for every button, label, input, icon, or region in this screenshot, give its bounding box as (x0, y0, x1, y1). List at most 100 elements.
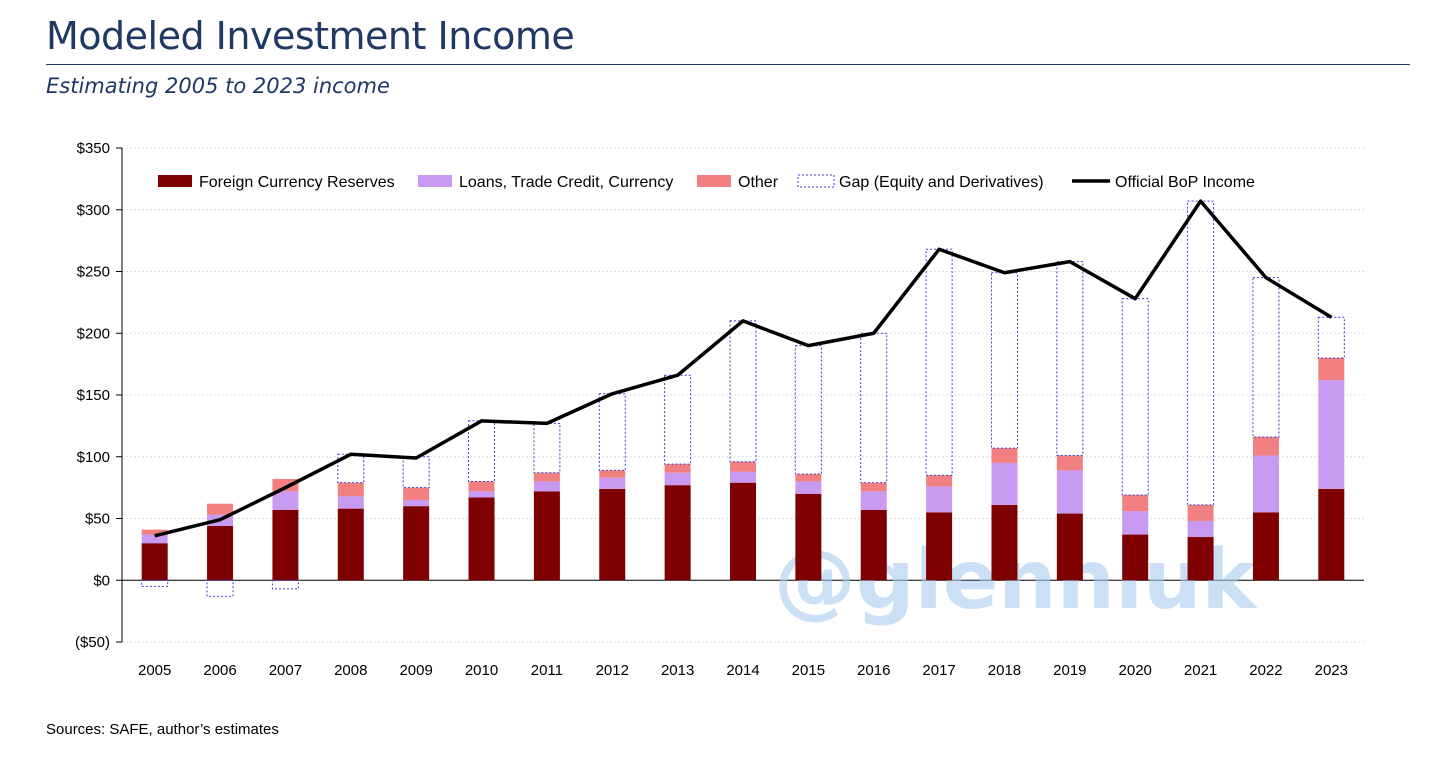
reserves-bar (533, 491, 560, 581)
chart-title: Modeled Investment Income (46, 14, 575, 58)
title-divider (46, 64, 1410, 65)
x-tick-label: 2010 (465, 662, 498, 679)
reserves-bar (1056, 513, 1083, 581)
x-tick-label: 2013 (661, 662, 694, 679)
x-tick-label: 2020 (1119, 662, 1152, 679)
legend-swatch (158, 175, 192, 187)
other-bar (860, 482, 887, 492)
legend-swatch (418, 175, 452, 187)
y-tick-label: ($50) (75, 634, 110, 651)
legend-swatch (797, 174, 835, 188)
reserves-bar (1318, 488, 1345, 581)
y-tick-label: $250 (77, 264, 110, 281)
gap-bar (141, 579, 169, 587)
other-bar (272, 478, 299, 492)
gap-bar (468, 420, 496, 482)
legend-swatch (697, 175, 731, 187)
reserves-bar (468, 497, 495, 581)
gap-bar (206, 579, 234, 597)
gap-bar (860, 332, 888, 484)
loans-bar (1187, 520, 1214, 538)
loans-bar (991, 462, 1018, 505)
other-bar (926, 475, 953, 487)
gap-bar (1187, 200, 1215, 506)
loans-bar (1252, 455, 1279, 513)
gap-bar (1317, 316, 1345, 359)
other-bar (468, 481, 495, 492)
gap-bar (402, 456, 430, 489)
gap-bar (664, 374, 692, 465)
other-bar (599, 470, 626, 478)
reserves-bar (664, 485, 691, 581)
loans-bar (730, 471, 756, 483)
gap-bar (794, 345, 822, 475)
legend-label: Foreign Currency Reserves (199, 174, 395, 191)
other-bar (1318, 357, 1345, 381)
x-tick-label: 2017 (922, 662, 955, 679)
x-tick-label: 2005 (138, 662, 171, 679)
loans-bar (1318, 380, 1345, 489)
reserves-bar (272, 509, 299, 581)
x-tick-label: 2008 (334, 662, 367, 679)
loans-bar (599, 477, 626, 489)
x-tick-label: 2021 (1184, 662, 1217, 679)
y-tick-label: $50 (85, 511, 110, 528)
gap-bar (533, 422, 561, 474)
other-bar (730, 461, 756, 472)
reserves-bar (1122, 534, 1149, 581)
reserves-bar (1252, 512, 1279, 581)
loans-bar (1056, 470, 1083, 514)
reserves-bar (860, 509, 887, 581)
legend-label: Other (738, 174, 779, 191)
loans-bar (403, 499, 430, 507)
gap-bar (271, 579, 299, 590)
chart-subtitle: Estimating 2005 to 2023 income (46, 74, 390, 98)
other-bar (337, 482, 364, 497)
legend-label: Official BoP Income (1115, 174, 1255, 191)
x-tick-label: 2011 (531, 662, 563, 679)
x-tick-label: 2015 (792, 662, 825, 679)
y-tick-label: $200 (77, 325, 110, 342)
reserves-bar (141, 543, 168, 581)
loans-bar (795, 481, 822, 494)
y-tick-label: $350 (77, 140, 110, 157)
loans-bar (337, 496, 364, 509)
x-tick-label: 2014 (726, 662, 759, 679)
reserves-bar (337, 508, 364, 581)
y-tick-label: $100 (77, 449, 110, 466)
legend-label: Loans, Trade Credit, Currency (459, 174, 673, 191)
other-bar (403, 487, 430, 500)
other-bar (207, 503, 234, 515)
loans-bar (860, 491, 887, 510)
reserves-bar (599, 488, 626, 581)
x-tick-label: 2012 (596, 662, 629, 679)
x-tick-label: 2022 (1249, 662, 1282, 679)
x-tick-label: 2019 (1053, 662, 1086, 679)
other-bar (533, 472, 560, 482)
other-bar (1056, 455, 1083, 471)
loans-bar (468, 491, 495, 498)
reserves-bar (730, 482, 756, 581)
reserves-bar (795, 493, 822, 581)
x-tick-label: 2006 (203, 662, 236, 679)
loans-bar (272, 491, 299, 510)
reserves-bar (1187, 537, 1214, 581)
gap-bar (1252, 277, 1280, 438)
gap-bar (990, 272, 1018, 449)
reserves-bar (991, 504, 1018, 581)
reserves-bar (926, 512, 953, 581)
reserves-bar (207, 525, 234, 581)
gap-bar (598, 393, 626, 471)
gap-bar (729, 320, 757, 463)
x-tick-label: 2018 (988, 662, 1021, 679)
y-tick-label: $0 (93, 572, 110, 589)
loans-bar (141, 534, 168, 544)
x-tick-label: 2007 (269, 662, 302, 679)
other-bar (1187, 504, 1214, 521)
other-bar (991, 448, 1018, 463)
legend-label: Gap (Equity and Derivatives) (839, 174, 1044, 191)
other-bar (664, 464, 691, 473)
gap-bar (1121, 298, 1149, 496)
gap-bar (1056, 261, 1084, 457)
